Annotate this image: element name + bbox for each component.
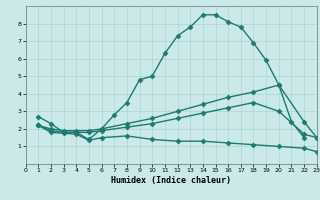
X-axis label: Humidex (Indice chaleur): Humidex (Indice chaleur) xyxy=(111,176,231,185)
